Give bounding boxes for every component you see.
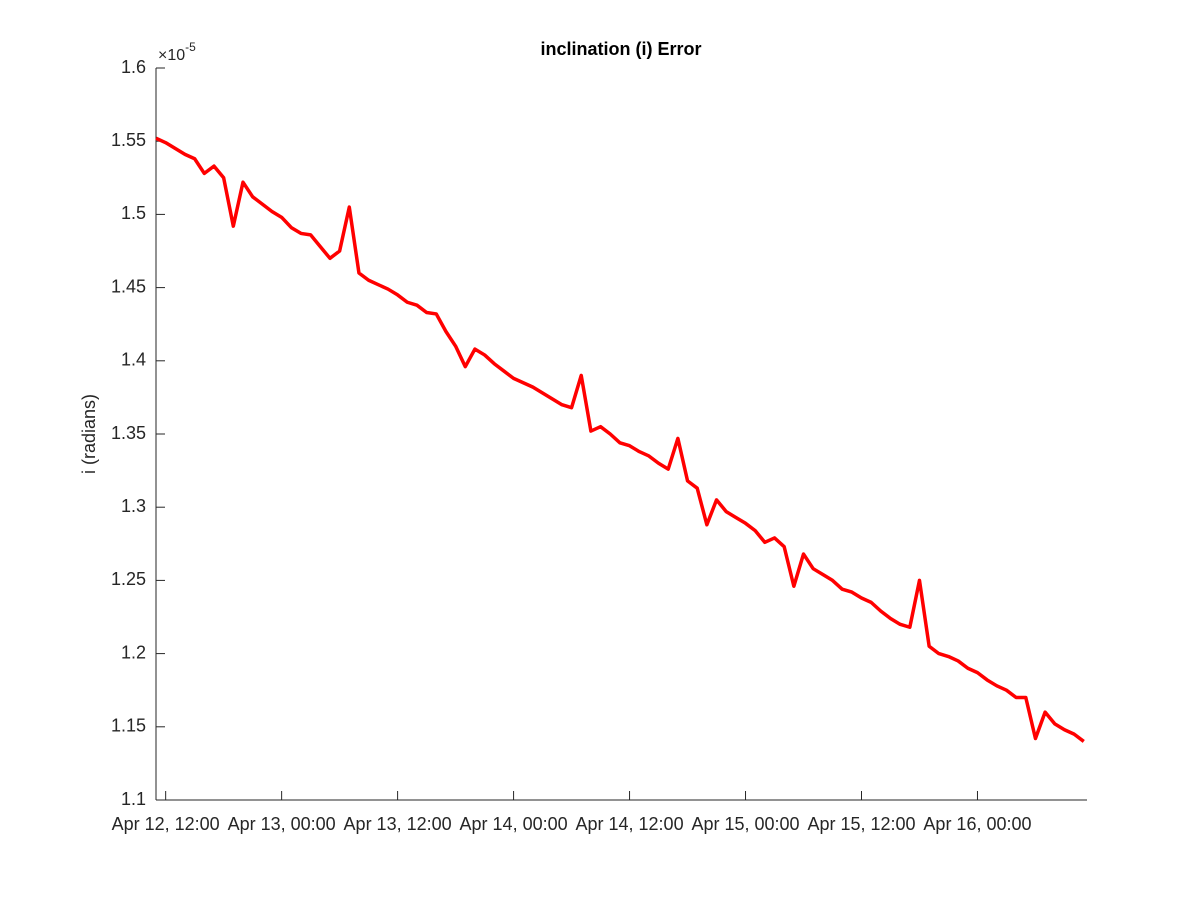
- y-tick-label: 1.1: [121, 789, 146, 809]
- y-tick-label: 1.25: [111, 569, 146, 589]
- x-tick-label: Apr 14, 12:00: [576, 814, 684, 834]
- y-axis-label: i (radians): [79, 394, 99, 474]
- x-tick-label: Apr 14, 00:00: [460, 814, 568, 834]
- y-tick-label: 1.4: [121, 350, 146, 370]
- y-tick-label: 1.6: [121, 57, 146, 77]
- x-tick-label: Apr 13, 12:00: [344, 814, 452, 834]
- x-tick-label: Apr 13, 00:00: [228, 814, 336, 834]
- y-tick-label: 1.5: [121, 203, 146, 223]
- y-exponent-power: -5: [185, 40, 196, 54]
- y-tick-label: 1.2: [121, 642, 146, 662]
- y-exponent: ×10-5: [158, 40, 196, 64]
- x-tick-label: Apr 15, 12:00: [807, 814, 915, 834]
- chart-title: inclination (i) Error: [540, 39, 701, 59]
- x-tick-label: Apr 16, 00:00: [923, 814, 1031, 834]
- x-tick-label: Apr 15, 00:00: [691, 814, 799, 834]
- y-tick-label: 1.55: [111, 130, 146, 150]
- y-exponent-base: ×10: [158, 47, 185, 64]
- y-tick-label: 1.45: [111, 276, 146, 296]
- x-tick-label: Apr 12, 12:00: [112, 814, 220, 834]
- y-tick-label: 1.3: [121, 496, 146, 516]
- y-tick-label: 1.35: [111, 423, 146, 443]
- data-line: [155, 136, 1085, 743]
- y-tick-label: 1.15: [111, 716, 146, 736]
